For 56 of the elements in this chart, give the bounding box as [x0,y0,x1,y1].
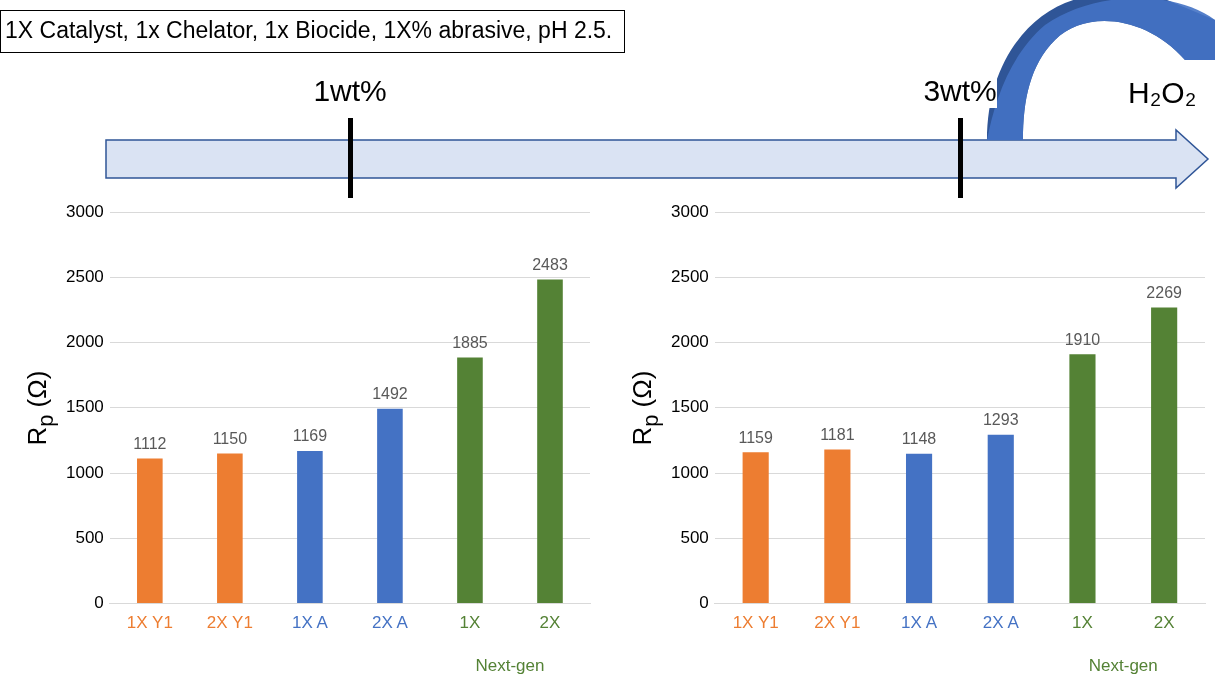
y-tick-label: 1500 [670,397,709,417]
x-tick-label: 2X Y1 [206,613,253,633]
y-tick-label: 2000 [65,332,104,352]
data-label: 1150 [212,429,248,447]
text: Next-gen [1088,655,1158,676]
y-tick-label: 1000 [65,462,104,482]
y-tick-label: 500 [75,528,104,548]
y-tick-label: 1000 [670,462,709,482]
data-label: 1169 [292,427,328,445]
data-label: 2483 [532,255,568,273]
bar [987,434,1014,604]
text: Next-gen [475,655,545,676]
y-tick-label: 2500 [670,266,709,286]
bar [905,453,933,604]
bar [137,458,163,604]
data-label: 1885 [452,333,488,351]
bar [824,449,851,604]
x-tick-label: 1X [1072,613,1093,633]
data-label: 1148 [901,430,937,448]
x-tick-label: 1X Y1 [732,613,779,633]
data-label: 1492 [372,385,408,403]
data-label: 1293 [982,411,1019,429]
bar [1069,354,1096,604]
x-tick-label: 1X Y1 [126,613,173,633]
chart-subtitle: 3wt% [923,74,997,108]
bar [217,453,243,604]
y-tick-label: 2000 [670,332,709,352]
bar [742,452,769,604]
bar [537,279,563,604]
x-tick-label: 2X A [982,613,1020,633]
x-tick-label: 1X [459,613,481,633]
text: H₂O₂ [1128,76,1197,110]
chart-title: 1X Catalyst, 1x Chelator, 1x Biocide, 1X% abrasive, pH 2.5. [0,10,626,53]
bar [457,357,483,604]
data-label: 1112 [133,434,167,452]
y-tick-label: 3000 [670,201,709,221]
data-label: 1910 [1064,330,1101,348]
y-tick-label: 1500 [65,397,104,417]
y-tick-label: 0 [94,593,104,613]
chart-subtitle: 1wt% [313,74,387,108]
x-tick-label: 1X A [901,613,938,633]
x-tick-label: 2X Y1 [814,613,861,633]
data-label: 1159 [738,428,773,446]
bar [377,408,403,604]
bar [297,451,323,604]
y-tick-label: 3000 [65,201,104,221]
data-label: 1181 [820,425,855,443]
data-label: 2269 [1146,283,1183,301]
bar [1151,307,1178,604]
y-tick-label: 0 [699,593,709,613]
x-tick-label: 2X [539,613,561,633]
y-tick-label: 500 [680,528,709,548]
y-tick-label: 2500 [65,266,104,286]
x-tick-label: 1X A [291,613,329,633]
x-tick-label: 2X A [371,613,409,633]
x-tick-label: 2X [1153,613,1175,633]
